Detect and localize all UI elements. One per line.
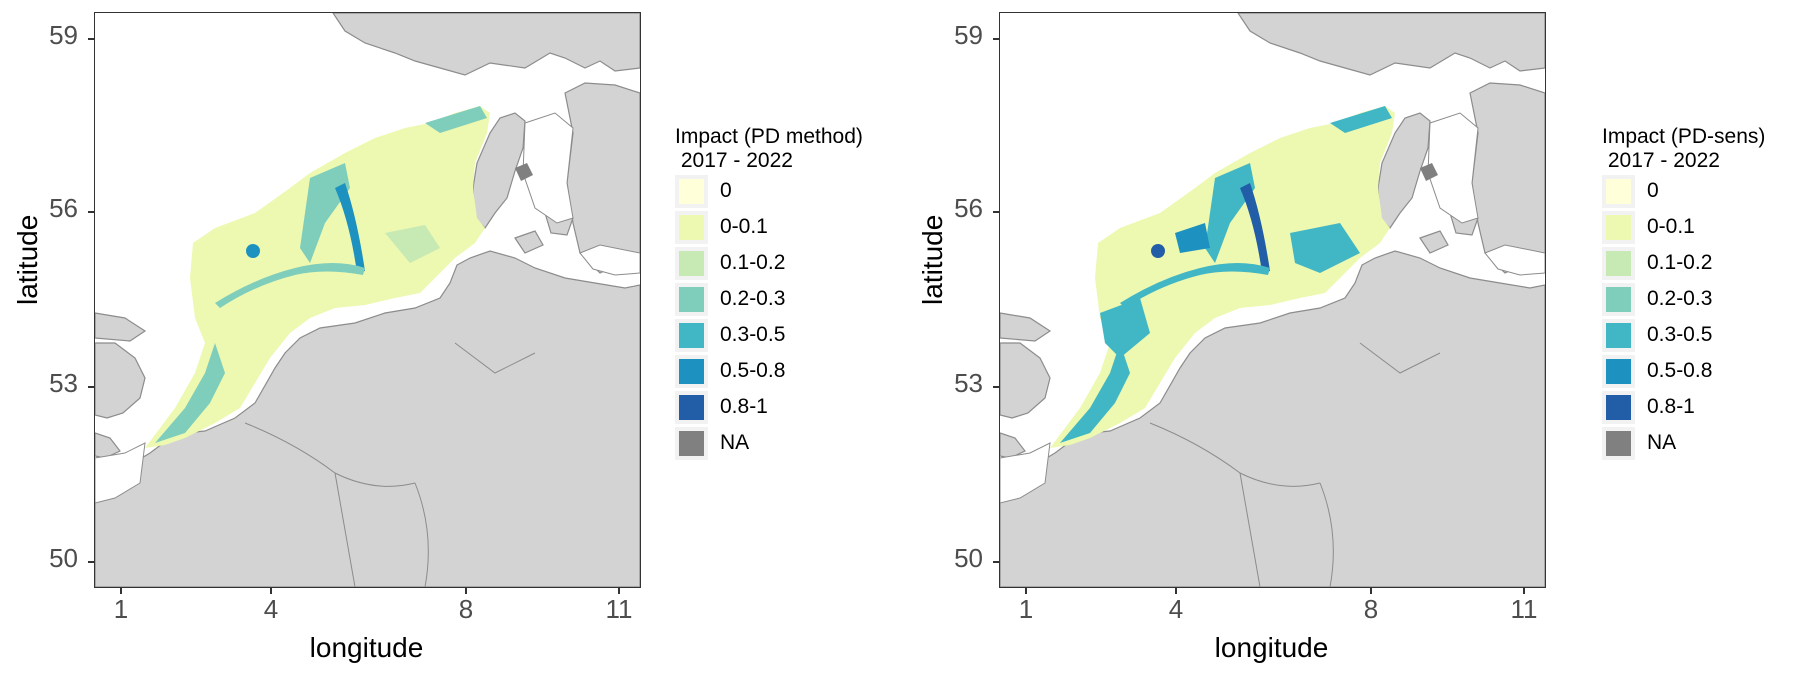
y-tick-label: 50: [933, 543, 983, 574]
east-anglia-land: [95, 313, 145, 341]
y-tick-label: 53: [933, 368, 983, 399]
legend-item: NA: [675, 425, 905, 461]
x-tick-label: 11: [594, 594, 644, 625]
legend-swatch: [1602, 175, 1635, 208]
legend-item: 0.1-0.2: [675, 245, 905, 281]
legend: Impact (PD method) 2017 - 2022 0 0-0.1 0.1…: [675, 125, 905, 461]
legend-label: 0.3-0.5: [720, 323, 785, 347]
legend-item: 0.8-1: [1602, 389, 1800, 425]
north-sea-map: [1000, 13, 1545, 587]
legend-label: 0.1-0.2: [1647, 251, 1712, 275]
y-axis-title: latitude: [12, 215, 44, 305]
norway-land: [333, 13, 640, 75]
legend-item: 0.1-0.2: [1602, 245, 1800, 281]
legend: Impact (PD-sens) 2017 - 2022 0 0-0.1 0.1-0…: [1602, 125, 1800, 461]
legend-swatch: [675, 175, 708, 208]
kattegat-water: [523, 113, 573, 223]
x-tick-label: 4: [1151, 594, 1201, 625]
legend-swatch: [1602, 211, 1635, 244]
legend-label: NA: [720, 431, 749, 455]
legend-label: 0.2-0.3: [1647, 287, 1712, 311]
legend-swatch: [1602, 247, 1635, 280]
map-plot-area: [94, 12, 641, 588]
kattegat-water: [1428, 113, 1478, 223]
legend-item: 0.8-1: [675, 389, 905, 425]
legend-label: 0.8-1: [1647, 395, 1695, 419]
legend-title: Impact (PD-sens) 2017 - 2022: [1602, 125, 1800, 173]
legend-swatch: [675, 211, 708, 244]
legend-swatch: [675, 283, 708, 316]
legend-swatch: [1602, 427, 1635, 460]
legend-title: Impact (PD method) 2017 - 2022: [675, 125, 905, 173]
legend-label: 0.1-0.2: [720, 251, 785, 275]
x-tick-label: 8: [441, 594, 491, 625]
legend-item: NA: [1602, 425, 1800, 461]
legend-label: 0-0.1: [720, 215, 768, 239]
legend-swatch: [675, 427, 708, 460]
legend-item: 0.3-0.5: [1602, 317, 1800, 353]
legend-label: 0.8-1: [720, 395, 768, 419]
legend-items: 0 0-0.1 0.1-0.2 0.2-0.3 0.3-0.5 0.5-0.8 0.8-1 N…: [675, 173, 905, 461]
x-axis-title: longitude: [999, 632, 1544, 664]
y-axis-title: latitude: [917, 215, 949, 305]
x-axis-title: longitude: [94, 632, 639, 664]
north-sea-map: [95, 13, 640, 587]
legend-item: 0.5-0.8: [675, 353, 905, 389]
legend-label: 0-0.1: [1647, 215, 1695, 239]
legend-item: 0.2-0.3: [1602, 281, 1800, 317]
map-plot-area: [999, 12, 1546, 588]
x-tick-label: 1: [96, 594, 146, 625]
legend-label: 0.3-0.5: [1647, 323, 1712, 347]
britain-land: [95, 343, 145, 458]
map-panel-right: latitude 59 56 53 50 1 4 8 11 longitude …: [905, 0, 1800, 675]
y-tick-label: 59: [933, 20, 983, 51]
norway-land: [1238, 13, 1545, 75]
legend-swatch: [1602, 319, 1635, 352]
x-tick-label: 11: [1499, 594, 1549, 625]
legend-swatch: [1602, 355, 1635, 388]
y-tick-label: 56: [28, 193, 78, 224]
x-tick-label: 1: [1001, 594, 1051, 625]
legend-item: 0.3-0.5: [675, 317, 905, 353]
impact-spot-doggerbank: [246, 244, 260, 258]
legend-swatch: [675, 319, 708, 352]
legend-item: 0: [675, 173, 905, 209]
legend-label: 0.5-0.8: [720, 359, 785, 383]
legend-item: 0.5-0.8: [1602, 353, 1800, 389]
legend-item: 0: [1602, 173, 1800, 209]
legend-swatch: [675, 355, 708, 388]
east-anglia-land: [1000, 313, 1050, 341]
legend-item: 0.2-0.3: [675, 281, 905, 317]
y-tick-label: 53: [28, 368, 78, 399]
legend-label: 0.2-0.3: [720, 287, 785, 311]
y-tick-label: 56: [933, 193, 983, 224]
y-tick-label: 59: [28, 20, 78, 51]
y-tick-label: 50: [28, 543, 78, 574]
sweden-land: [565, 83, 640, 273]
impact-spot-doggerbank: [1151, 244, 1165, 258]
legend-items: 0 0-0.1 0.1-0.2 0.2-0.3 0.3-0.5 0.5-0.8 0.8-1 N…: [1602, 173, 1800, 461]
legend-item: 0-0.1: [1602, 209, 1800, 245]
legend-swatch: [675, 247, 708, 280]
legend-swatch: [1602, 391, 1635, 424]
sweden-land: [1470, 83, 1545, 273]
legend-label: 0.5-0.8: [1647, 359, 1712, 383]
legend-swatch: [675, 391, 708, 424]
legend-label: 0: [720, 179, 732, 203]
x-tick-label: 8: [1346, 594, 1396, 625]
legend-label: NA: [1647, 431, 1676, 455]
x-tick-label: 4: [246, 594, 296, 625]
map-panel-left: latitude 59 56 53 50 1 4 8 11 longitude …: [0, 0, 900, 675]
britain-land: [1000, 343, 1050, 458]
legend-swatch: [1602, 283, 1635, 316]
legend-label: 0: [1647, 179, 1659, 203]
legend-item: 0-0.1: [675, 209, 905, 245]
